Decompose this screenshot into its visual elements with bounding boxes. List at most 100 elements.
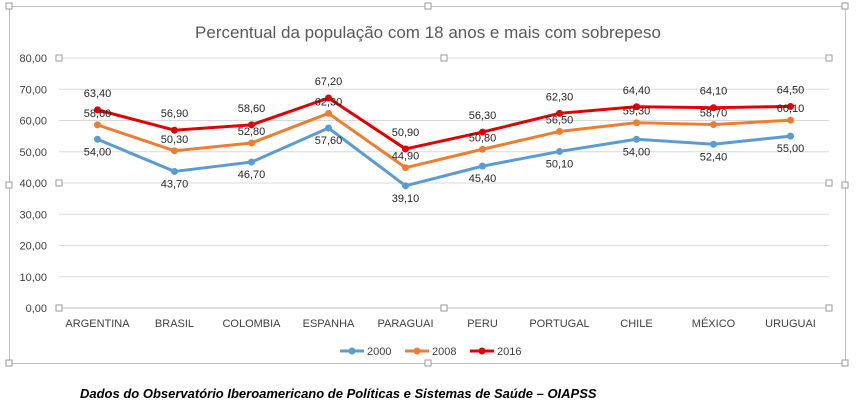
legend-label-2000: 2000 xyxy=(367,346,391,358)
data-point-2008 xyxy=(633,119,640,127)
data-point-2000 xyxy=(402,182,409,190)
x-tick-label: URUGUAI xyxy=(765,318,816,330)
data-label-2008: 62,30 xyxy=(315,96,343,108)
legend-label-2016: 2016 xyxy=(497,346,521,358)
data-label-2008: 58,60 xyxy=(84,108,112,120)
chart-frame-handle xyxy=(5,359,13,367)
data-label-2016: 67,20 xyxy=(315,76,343,88)
data-point-2000 xyxy=(248,158,255,166)
data-label-2008: 59,30 xyxy=(623,106,651,118)
data-point-2000 xyxy=(787,132,794,140)
data-point-2000 xyxy=(171,167,178,175)
data-label-2016: 58,60 xyxy=(238,103,266,115)
legend-marker-2008 xyxy=(413,347,421,355)
chart-frame-handle xyxy=(424,359,432,367)
data-point-2000 xyxy=(479,162,486,170)
chart-frame-handle xyxy=(841,2,849,10)
legend-marker-2000 xyxy=(348,347,356,355)
data-label-2016: 56,30 xyxy=(469,110,497,122)
plot-area-handle xyxy=(55,304,63,312)
data-label-2016: 50,90 xyxy=(392,127,420,139)
data-point-2000 xyxy=(94,135,101,143)
y-tick-label: 50,00 xyxy=(19,147,47,159)
x-tick-label: PERU xyxy=(467,318,498,330)
data-label-2008: 56,50 xyxy=(546,114,574,126)
data-label-2008: 44,90 xyxy=(392,151,420,163)
data-label-2000: 57,60 xyxy=(315,135,343,147)
chart-frame xyxy=(9,6,846,364)
chart-frame-handle xyxy=(5,181,13,189)
y-tick-label: 0,00 xyxy=(26,303,47,315)
data-label-2016: 62,30 xyxy=(546,91,574,103)
data-point-2016 xyxy=(787,102,794,110)
data-point-2016 xyxy=(171,126,178,134)
chart-frame-handle xyxy=(841,359,849,367)
y-tick-label: 80,00 xyxy=(19,53,47,65)
plot-area-handle xyxy=(440,304,448,312)
data-point-2008 xyxy=(556,127,563,135)
data-point-2000 xyxy=(325,124,332,132)
data-label-2016: 64,40 xyxy=(623,85,651,97)
series-line-2000 xyxy=(96,126,792,188)
series-line-2016 xyxy=(96,96,792,151)
chart-frame-handle xyxy=(841,181,849,189)
data-point-2008 xyxy=(787,116,794,124)
data-label-2000: 52,40 xyxy=(700,151,728,163)
x-tick-label: MÉXICO xyxy=(692,317,736,330)
legend-label-2008: 2008 xyxy=(432,346,456,358)
series-line-2008 xyxy=(96,111,792,170)
data-label-2016: 56,90 xyxy=(161,108,189,120)
data-point-2008 xyxy=(94,121,101,129)
data-label-2000: 54,00 xyxy=(84,146,112,158)
data-label-2000: 43,70 xyxy=(161,178,189,190)
source-caption: Dados do Observatório Iberoamericano de … xyxy=(80,386,597,401)
data-point-2008 xyxy=(479,145,486,153)
x-tick-label: COLOMBIA xyxy=(222,318,281,330)
data-label-2000: 39,10 xyxy=(392,193,420,205)
data-label-2016: 63,40 xyxy=(84,88,112,100)
data-point-2016 xyxy=(633,103,640,111)
data-label-2000: 50,10 xyxy=(546,158,574,170)
plot-area-handle xyxy=(440,54,448,62)
y-tick-label: 20,00 xyxy=(19,241,47,253)
x-tick-label: PORTUGAL xyxy=(529,318,589,330)
chart-frame-handle xyxy=(424,2,432,10)
data-label-2008: 60,10 xyxy=(777,103,805,115)
x-tick-label: ARGENTINA xyxy=(65,318,130,330)
data-label-2008: 50,30 xyxy=(161,134,189,146)
data-point-2016 xyxy=(402,145,409,153)
y-tick-label: 60,00 xyxy=(19,116,47,128)
plot-area-handle xyxy=(55,54,63,62)
data-point-2000 xyxy=(633,135,640,143)
x-tick-label: BRASIL xyxy=(155,318,194,330)
data-label-2008: 50,80 xyxy=(469,132,497,144)
data-point-2016 xyxy=(248,121,255,129)
data-point-2016 xyxy=(325,94,332,102)
data-point-2008 xyxy=(248,139,255,147)
plot-area-handle xyxy=(825,179,833,187)
plot-area-handle xyxy=(825,54,833,62)
data-point-2008 xyxy=(171,147,178,155)
data-label-2000: 45,40 xyxy=(469,173,497,185)
data-point-2000 xyxy=(556,147,563,155)
data-point-2008 xyxy=(402,164,409,172)
plot-area-handle xyxy=(825,304,833,312)
data-point-2016 xyxy=(710,104,717,112)
x-tick-label: CHILE xyxy=(620,318,652,330)
data-label-2000: 54,00 xyxy=(623,146,651,158)
y-tick-label: 30,00 xyxy=(19,209,47,221)
data-label-2000: 46,70 xyxy=(238,169,266,181)
data-label-2016: 64,10 xyxy=(700,86,728,98)
y-tick-label: 40,00 xyxy=(19,178,47,190)
chart-frame-handle xyxy=(5,2,13,10)
data-label-2000: 55,00 xyxy=(777,143,805,155)
data-point-2016 xyxy=(479,128,486,136)
legend-marker-2016 xyxy=(478,347,486,355)
x-tick-label: ESPANHA xyxy=(303,318,355,330)
data-point-2016 xyxy=(94,106,101,114)
data-point-2016 xyxy=(556,109,563,117)
data-point-2000 xyxy=(710,140,717,148)
data-point-2008 xyxy=(710,121,717,129)
data-label-2008: 52,80 xyxy=(238,126,266,138)
